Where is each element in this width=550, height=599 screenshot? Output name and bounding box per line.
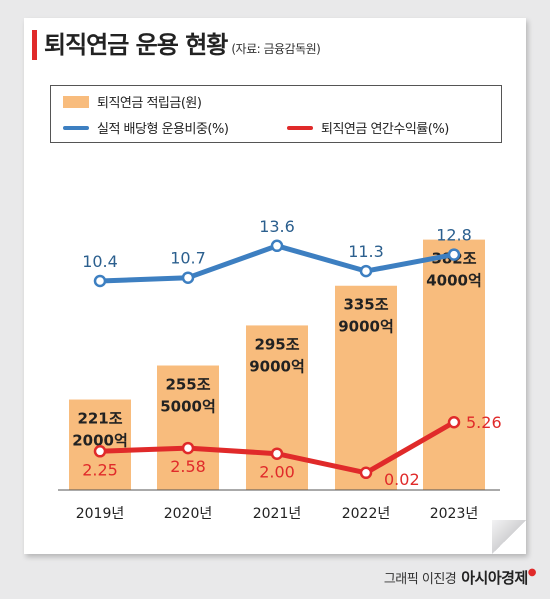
- legend-line-red: [287, 125, 313, 130]
- bar-label-2-line2: 9000억: [249, 357, 305, 375]
- brand-mark-icon: ●: [527, 567, 537, 578]
- x-tick-2: 2021년: [253, 506, 302, 522]
- chart-title: 퇴직연금 운용 현황 (자료: 금융감독원): [44, 30, 321, 64]
- bar-4: [423, 239, 485, 490]
- blue-label-1: 10.7: [170, 249, 206, 268]
- bar-2: [246, 325, 308, 490]
- legend-swatch-bar: [63, 95, 89, 108]
- bar-1: [157, 365, 219, 490]
- bar-label-4-line2: 4000억: [426, 272, 482, 290]
- credit-brand: 아시아경제: [461, 569, 528, 587]
- bar-3: [335, 285, 397, 490]
- legend-item-bar: 퇴직연금 적립금(원): [63, 92, 202, 111]
- red-label-3: 0.02: [384, 470, 420, 489]
- legend-label-blue: 실적 배당형 운용비중(%): [97, 122, 229, 137]
- blue-point-4: [447, 248, 461, 261]
- red-point-1: [181, 441, 195, 455]
- legend-label-bar: 퇴직연금 적립금(원): [97, 96, 202, 111]
- x-tick-0: 2019년: [76, 506, 125, 522]
- x-tick-1: 2020년: [164, 506, 213, 522]
- blue-point-2: [270, 239, 284, 253]
- bar-label-3-line2: 9000억: [338, 318, 394, 336]
- red-label-2: 2.00: [259, 463, 295, 482]
- red-point-3: [359, 466, 373, 480]
- blue-point-0: [93, 274, 107, 288]
- blue-label-0: 10.4: [82, 252, 118, 271]
- red-label-1: 2.58: [170, 457, 206, 476]
- red-label-0: 2.25: [82, 460, 118, 479]
- x-tick-3: 2022년: [342, 506, 391, 522]
- bar-label-0-line2: 2000억: [72, 432, 128, 450]
- page-curl: [492, 520, 526, 554]
- bar-label-0-line1: 221조: [77, 410, 122, 428]
- blue-point-3: [359, 264, 373, 278]
- red-point-2: [270, 447, 284, 460]
- bar-0: [69, 399, 131, 490]
- title-accent-bar: [32, 30, 37, 60]
- red-point-0: [93, 445, 107, 458]
- source-note: (자료: 금융감독원): [231, 42, 321, 56]
- blue-label-4: 12.8: [436, 226, 472, 245]
- legend: 퇴직연금 적립금(원) 실적 배당형 운용비중(%) 퇴직연금 연간수익률(%): [50, 85, 502, 143]
- blue-label-2: 13.6: [259, 217, 295, 236]
- title-text: 퇴직연금 운용 현황: [44, 31, 228, 59]
- legend-line-blue: [63, 125, 89, 130]
- red-label-4: 5.26: [466, 413, 502, 432]
- legend-item-red: 퇴직연금 연간수익률(%): [287, 118, 449, 137]
- credit-line: 그래픽 이진경 아시아경제●: [383, 567, 537, 588]
- credit-graphic: 그래픽 이진경: [383, 572, 457, 587]
- red-point-4: [447, 415, 461, 429]
- bar-label-3-line1: 335조: [343, 296, 388, 314]
- bar-label-2-line1: 295조: [254, 335, 299, 353]
- blue-label-3: 11.3: [348, 242, 384, 261]
- legend-label-red: 퇴직연금 연간수익률(%): [321, 122, 449, 137]
- legend-item-blue: 실적 배당형 운용비중(%): [63, 118, 229, 137]
- bar-label-1-line1: 255조: [165, 376, 210, 394]
- blue-point-1: [181, 271, 195, 284]
- x-tick-4: 2023년: [430, 506, 479, 522]
- bar-label-1-line2: 5000억: [160, 398, 216, 416]
